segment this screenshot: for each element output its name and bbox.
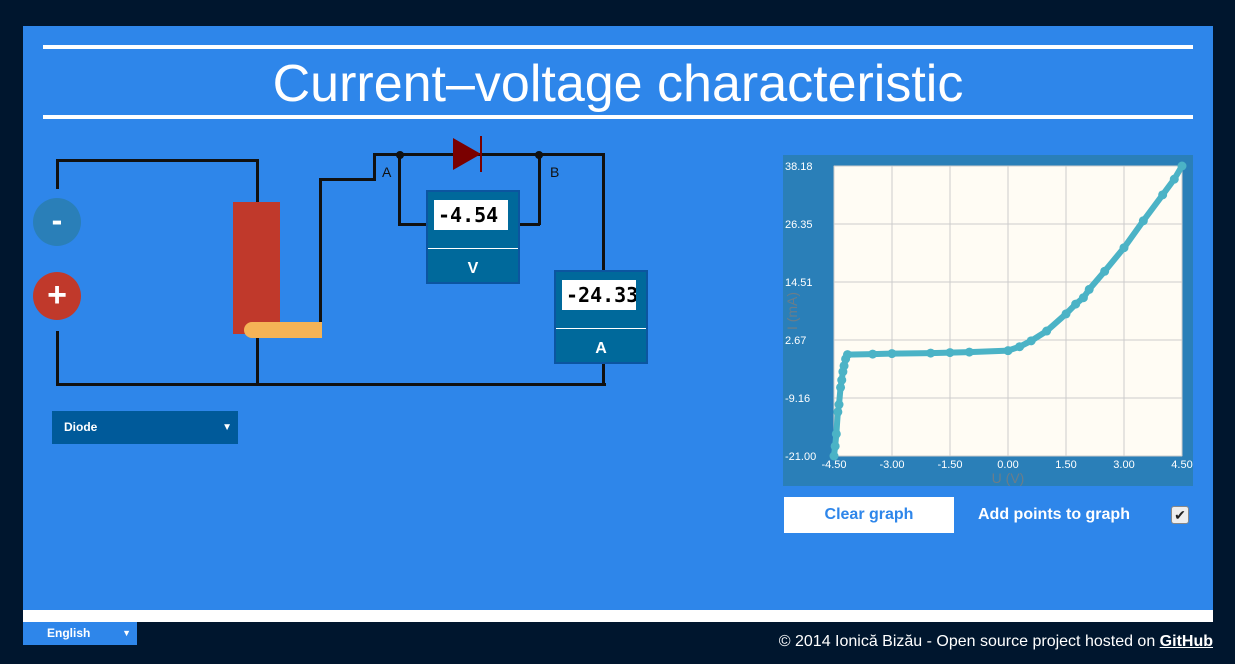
data-point: [1042, 326, 1052, 336]
data-point: [945, 348, 955, 358]
wire: [538, 153, 541, 225]
voltmeter-value: -4.54: [434, 200, 508, 230]
component-select[interactable]: Diode ▼: [52, 411, 238, 444]
voltmeter-unit: V: [467, 260, 479, 277]
rheostat-slider[interactable]: [244, 322, 322, 338]
wire: [56, 159, 59, 189]
data-point: [1078, 293, 1088, 303]
add-points-label: Add points to graph: [978, 506, 1130, 523]
wire: [398, 223, 428, 226]
wire: [602, 153, 605, 273]
data-point: [1003, 346, 1013, 356]
data-point: [833, 407, 843, 417]
data-point: [831, 429, 841, 439]
node-b-junction: [535, 151, 543, 159]
data-point: [1071, 299, 1081, 309]
diode-icon: [453, 136, 482, 172]
wire: [56, 159, 259, 162]
language-select[interactable]: English ▼: [23, 622, 137, 645]
x-tick-label: 0.00: [997, 459, 1018, 471]
increase-voltage-button[interactable]: +: [33, 272, 81, 320]
x-tick-label: -4.50: [821, 459, 846, 471]
data-point: [1084, 284, 1094, 294]
x-tick-label: 3.00: [1113, 459, 1134, 471]
wire: [518, 223, 540, 226]
footer-bar: [23, 610, 1213, 622]
dropdown-arrow-icon: ▼: [122, 628, 131, 638]
y-tick-label: -9.16: [785, 393, 810, 405]
add-points-checkbox[interactable]: ✔: [1171, 506, 1189, 524]
title-rule-top: [43, 45, 1193, 49]
wire: [398, 153, 401, 225]
data-point: [1100, 266, 1110, 276]
x-tick-label: -1.50: [937, 459, 962, 471]
ammeter: -24.33 A: [554, 270, 648, 364]
wire: [319, 178, 375, 181]
data-point: [836, 382, 846, 392]
footer-credits: © 2014 Ionică Bizău - Open source projec…: [779, 633, 1213, 651]
y-axis-label: I (mA): [784, 292, 800, 330]
wire: [56, 331, 59, 386]
dropdown-arrow-icon: ▼: [222, 422, 232, 433]
data-point: [964, 347, 974, 357]
divider: [556, 328, 646, 329]
data-point: [837, 375, 847, 385]
data-point: [1169, 174, 1179, 184]
data-point: [1138, 216, 1148, 226]
wire: [602, 363, 605, 386]
voltmeter: -4.54 V: [426, 190, 520, 284]
language-select-value: English: [47, 626, 91, 640]
x-tick-label: -3.00: [879, 459, 904, 471]
x-axis-label: U (V): [992, 470, 1025, 486]
ammeter-value: -24.33: [562, 280, 636, 310]
data-point: [868, 349, 878, 359]
data-point: [887, 349, 897, 359]
data-point: [1158, 190, 1168, 200]
iv-chart: -4.50 -3.00 -1.50 0.00 1.50 3.00 4.50 38.18 26.3…: [783, 155, 1193, 486]
node-b-label: B: [550, 164, 560, 180]
y-tick-label: 14.51: [785, 277, 813, 289]
data-point: [1015, 342, 1025, 352]
y-tick-label: 2.67: [785, 335, 806, 347]
data-point: [839, 361, 849, 371]
title-rule-bottom: [43, 115, 1193, 119]
x-tick-label: 1.50: [1055, 459, 1076, 471]
page-title: Current–voltage characteristic: [272, 55, 964, 113]
node-a-junction: [396, 151, 404, 159]
ammeter-unit: A: [595, 340, 607, 357]
divider: [428, 248, 518, 249]
node-a-label: A: [382, 164, 392, 180]
data-point: [926, 348, 936, 358]
decrease-voltage-button[interactable]: -: [33, 198, 81, 246]
y-tick-label: -21.00: [785, 451, 816, 463]
data-point: [843, 350, 853, 360]
wire: [373, 153, 376, 181]
resistor: [233, 202, 280, 334]
x-tick-label: 4.50: [1171, 459, 1192, 471]
data-point: [1026, 336, 1036, 346]
data-point: [834, 400, 844, 410]
data-point: [1061, 309, 1071, 319]
main-panel: Current–voltage characteristic A B - + -…: [23, 26, 1213, 610]
checkmark-icon: ✔: [1174, 507, 1186, 523]
data-point: [829, 451, 839, 461]
data-point: [1119, 243, 1129, 253]
copyright-text: © 2014 Ionică Bizău - Open source projec…: [778, 633, 1160, 650]
wire: [319, 178, 322, 338]
y-tick-label: 38.18: [785, 161, 813, 173]
github-link[interactable]: GitHub: [1159, 633, 1213, 650]
clear-graph-button[interactable]: Clear graph: [784, 497, 954, 533]
data-point: [1177, 161, 1187, 171]
y-tick-label: 26.35: [785, 219, 813, 231]
component-select-value: Diode: [64, 420, 98, 434]
wire: [56, 383, 606, 386]
data-point: [830, 441, 840, 451]
wire: [373, 153, 605, 156]
